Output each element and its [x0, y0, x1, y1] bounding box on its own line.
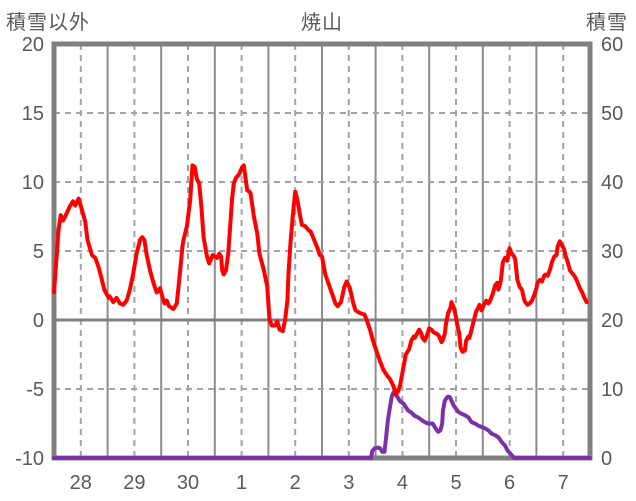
x-axis-day-label: 3	[343, 472, 354, 494]
temperature-line	[52, 163, 589, 397]
x-axis-day-label: 1	[236, 472, 247, 494]
right-axis-tick-label: 20	[601, 310, 623, 332]
left-axis-tick-label: -10	[15, 448, 44, 470]
x-axis-day-label: 29	[123, 472, 145, 494]
right-axis-tick-label: 50	[601, 103, 623, 125]
right-axis-tick-label: 0	[601, 448, 612, 470]
left-axis-tick-label: 5	[33, 241, 44, 263]
right-axis-tick-label: 60	[601, 34, 623, 56]
snow-depth-line	[52, 390, 592, 460]
left-axis-tick-label: 0	[33, 310, 44, 332]
left-axis-tick-label: 15	[22, 103, 44, 125]
right-axis-tick-label: 10	[601, 379, 623, 401]
x-axis-day-label: 4	[397, 472, 408, 494]
right-axis-title: 積雪	[586, 12, 628, 34]
left-axis-tick-label: 10	[22, 172, 44, 194]
left-axis-tick-label: 20	[22, 34, 44, 56]
right-axis-tick-label: 40	[601, 172, 623, 194]
x-axis-day-label: 28	[70, 472, 92, 494]
x-axis-day-label: 6	[504, 472, 515, 494]
x-axis-day-label: 2	[290, 472, 301, 494]
left-axis-title: 積雪以外	[6, 12, 90, 34]
chart-title: 焼山	[301, 12, 343, 34]
right-axis-tick-label: 30	[601, 241, 623, 263]
x-axis-day-label: 5	[450, 472, 461, 494]
x-axis-day-label: 30	[177, 472, 199, 494]
x-axis-day-label: 7	[558, 472, 569, 494]
left-axis-tick-label: -5	[26, 379, 44, 401]
